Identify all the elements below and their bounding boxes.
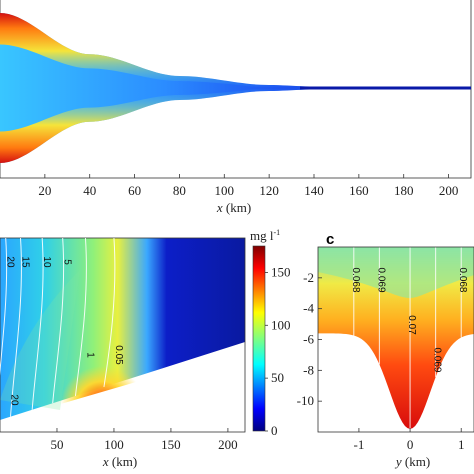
top-x-tick-label: 160 xyxy=(349,183,369,198)
top-x-tick-label: 80 xyxy=(173,183,186,198)
bl-x-tick-label: 150 xyxy=(161,437,181,452)
bl-contours: 20 15 10 5 1 0.05 20 xyxy=(0,237,124,417)
bl-x-tick-label: 50 xyxy=(50,437,63,452)
top-x-tick-label: 140 xyxy=(304,183,324,198)
c-y-tick-label: -6 xyxy=(303,332,314,347)
c-y-tick-label: -10 xyxy=(297,393,314,408)
bl-contour-label: 10 xyxy=(41,256,52,268)
c-y-tick-label: -8 xyxy=(303,362,314,377)
bl-x-tick-label: 200 xyxy=(218,437,238,452)
c-contour-label: 0.07 xyxy=(406,315,417,335)
c-y-ticks: -2 -4 -6 -8 -10 xyxy=(297,270,322,408)
bl-contour-label: 20 xyxy=(8,394,19,406)
bl-contour-label: 15 xyxy=(20,256,31,268)
top-x-tick-label: 120 xyxy=(259,183,279,198)
bl-frame xyxy=(0,237,246,433)
top-x-tick-label: 180 xyxy=(394,183,414,198)
top-x-tick-label: 60 xyxy=(128,183,141,198)
colorbar-tick-label: 100 xyxy=(271,317,291,332)
colorbar-tick-label: 0 xyxy=(271,423,278,438)
c-contours: 0.068 0.069 0.07 0.069 0.068 xyxy=(350,247,468,429)
top-x-tick-label: 200 xyxy=(439,183,459,198)
c-contour-label: 0.068 xyxy=(350,267,361,292)
bl-contour-label: 20 xyxy=(5,256,16,268)
bottom-left-panel: 20 15 10 5 1 0.05 20 50 100 150 200 x (km) xyxy=(0,237,246,469)
colorbar-tick-label: 150 xyxy=(271,264,291,279)
bl-contour-line xyxy=(74,237,87,397)
c-x-tick-label: 0 xyxy=(407,437,414,452)
bl-contour-line xyxy=(31,237,44,410)
bl-x-ticks: 50 100 150 200 xyxy=(50,428,238,452)
c-x-ticks: -1 0 1 xyxy=(353,428,464,452)
bl-contour-line xyxy=(0,237,8,376)
c-x-axis-label: y (km) xyxy=(394,454,430,469)
bl-contour-line xyxy=(10,237,22,417)
bl-contour-line xyxy=(52,237,65,404)
bl-x-tick-label: 100 xyxy=(104,437,124,452)
c-surface-glow xyxy=(318,247,474,298)
top-upper-edge-band xyxy=(0,13,471,89)
c-contour-label: 0.069 xyxy=(375,267,386,292)
top-lower-edge-band xyxy=(0,87,471,163)
bl-contour-label: 0.05 xyxy=(113,345,124,365)
colorbar-ticks: 150 100 50 0 xyxy=(265,264,291,438)
bl-mid-zone xyxy=(0,270,80,410)
bl-hot-core xyxy=(40,300,160,410)
c-contour-label: 0.068 xyxy=(457,267,468,292)
bl-x-axis-label: x (km) xyxy=(102,454,137,469)
c-section-field xyxy=(318,247,474,429)
colorbar-ramp xyxy=(252,245,266,432)
colorbar-tick-label: 50 xyxy=(271,370,284,385)
top-panel: 20 40 60 80 100 120 140 160 180 200 x (km) xyxy=(0,0,472,215)
c-contour-label: 0.069 xyxy=(432,347,443,372)
top-x-tick-label: 100 xyxy=(215,183,235,198)
colorbar: mg l-1 150 100 50 0 xyxy=(250,228,291,438)
colorbar-unit: mg l-1 xyxy=(250,228,280,243)
c-x-tick-label: 1 xyxy=(458,437,465,452)
top-x-axis-label: x (km) xyxy=(216,200,251,215)
bl-contour-label: 1 xyxy=(84,352,95,358)
c-y-tick-label: -2 xyxy=(303,270,314,285)
top-x-tick-label: 20 xyxy=(38,183,51,198)
bl-contour-label: 5 xyxy=(62,259,73,265)
top-x-tick-label: 40 xyxy=(83,183,96,198)
bl-contour-line xyxy=(103,237,116,387)
c-y-tick-label: -4 xyxy=(303,301,314,316)
top-estuary-field xyxy=(0,13,471,163)
c-x-tick-label: -1 xyxy=(353,437,364,452)
top-x-ticks: 20 40 60 80 100 120 140 160 180 200 xyxy=(38,174,458,198)
c-panel-label: c xyxy=(326,231,334,248)
